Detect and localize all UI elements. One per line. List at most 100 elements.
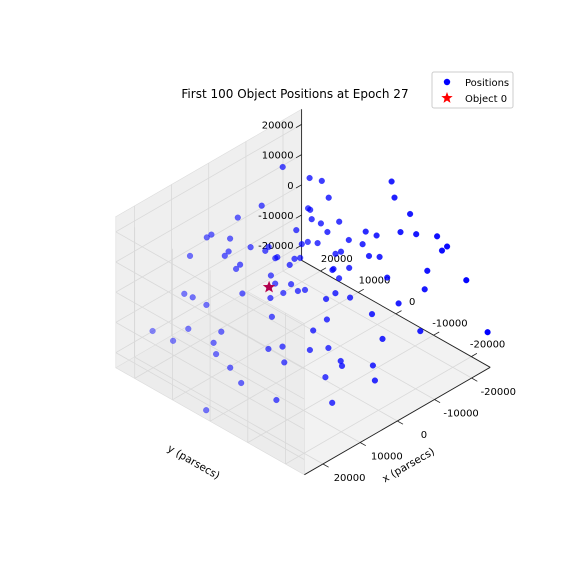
grid-line — [115, 214, 302, 323]
position-point — [273, 396, 280, 404]
position-point — [307, 206, 314, 213]
grid-line — [134, 270, 321, 379]
position-point — [265, 243, 272, 251]
grid-lines — [115, 120, 472, 465]
position-point — [323, 295, 330, 303]
position-point — [186, 252, 194, 260]
legend-box — [431, 71, 514, 109]
x-tick-mark — [434, 399, 441, 404]
position-point — [149, 327, 156, 335]
position-point — [304, 238, 311, 246]
position-point — [376, 253, 383, 261]
position-point — [329, 399, 336, 406]
position-point — [298, 241, 305, 248]
position-point — [213, 351, 220, 358]
position-point — [308, 216, 315, 223]
position-point — [210, 339, 217, 346]
y-tick-mark — [433, 331, 440, 336]
position-point — [227, 235, 234, 242]
position-point — [336, 275, 343, 282]
position-point — [237, 261, 244, 268]
x-tick-label: 20000 — [334, 473, 366, 484]
legend: Positions Object 0 — [431, 71, 514, 109]
z-tick-label: -20000 — [258, 241, 293, 252]
position-point — [301, 286, 309, 294]
position-point — [424, 267, 431, 274]
position-point — [306, 174, 313, 182]
position-point — [317, 220, 325, 227]
position-point — [221, 252, 228, 259]
position-point — [362, 228, 369, 235]
grid-line — [115, 231, 305, 340]
position-point — [234, 214, 241, 221]
position-point — [322, 374, 329, 381]
legend-marker-positions — [443, 78, 451, 86]
position-point — [181, 290, 188, 297]
position-point — [388, 178, 395, 185]
position-point — [345, 236, 352, 244]
position-point — [421, 286, 428, 293]
grid-line — [115, 154, 302, 263]
y-tick-mark — [395, 310, 402, 315]
tick-labels: -20000-1000001000020000-20000-1000001000… — [258, 120, 516, 483]
position-point — [407, 210, 414, 218]
position-point — [286, 261, 293, 269]
position-point — [337, 357, 344, 365]
object-0-marker — [262, 280, 276, 293]
chart-title: First 100 Object Positions at Epoch 27 — [181, 87, 408, 101]
position-point — [310, 327, 317, 334]
position-point — [397, 229, 404, 236]
position-point — [293, 227, 300, 234]
position-point — [268, 313, 276, 320]
position-point — [297, 254, 304, 262]
position-point — [373, 232, 380, 239]
y-tick-label: 20000 — [321, 254, 353, 265]
position-point — [332, 290, 339, 297]
position-point — [281, 359, 288, 366]
position-point — [417, 328, 424, 335]
grid-line — [115, 291, 305, 400]
grid-line — [115, 322, 305, 430]
position-point — [272, 255, 279, 262]
position-point — [337, 248, 345, 255]
position-point — [225, 248, 232, 255]
position-point — [203, 301, 210, 309]
z-tick-label: 10000 — [262, 151, 294, 162]
y-tick-mark — [358, 288, 364, 293]
y-tick-mark — [320, 267, 327, 272]
grid-line — [172, 292, 359, 401]
position-point — [325, 344, 332, 352]
x-tick-label: -20000 — [481, 387, 516, 398]
z-tick-mark — [295, 184, 302, 189]
position-point — [279, 343, 286, 350]
x-tick-label: 10000 — [371, 451, 403, 462]
position-point — [332, 250, 339, 257]
position-point — [368, 311, 376, 318]
z-tick-label: -10000 — [258, 211, 293, 222]
position-point — [306, 346, 314, 354]
position-point — [438, 247, 446, 254]
position-point — [371, 377, 379, 384]
position-point — [346, 264, 353, 272]
position-point — [444, 243, 451, 250]
grid-line — [209, 313, 397, 422]
position-point — [325, 194, 332, 201]
position-point — [384, 274, 391, 281]
grid-line — [115, 124, 302, 233]
position-point — [267, 272, 275, 279]
position-point — [262, 247, 269, 254]
y-tick-label: 10000 — [359, 276, 391, 287]
position-point — [267, 294, 274, 302]
position-point — [185, 325, 192, 332]
position-point — [218, 328, 225, 335]
legend-label-object-0: Object 0 — [465, 94, 507, 105]
y-axis-label: y (parsecs) — [165, 443, 222, 483]
grid-line — [285, 356, 472, 465]
position-point — [330, 265, 337, 273]
position-point — [294, 287, 302, 295]
position-point — [323, 316, 331, 323]
position-point — [203, 234, 210, 241]
position-point — [170, 337, 177, 344]
x-tick-mark — [397, 420, 404, 425]
